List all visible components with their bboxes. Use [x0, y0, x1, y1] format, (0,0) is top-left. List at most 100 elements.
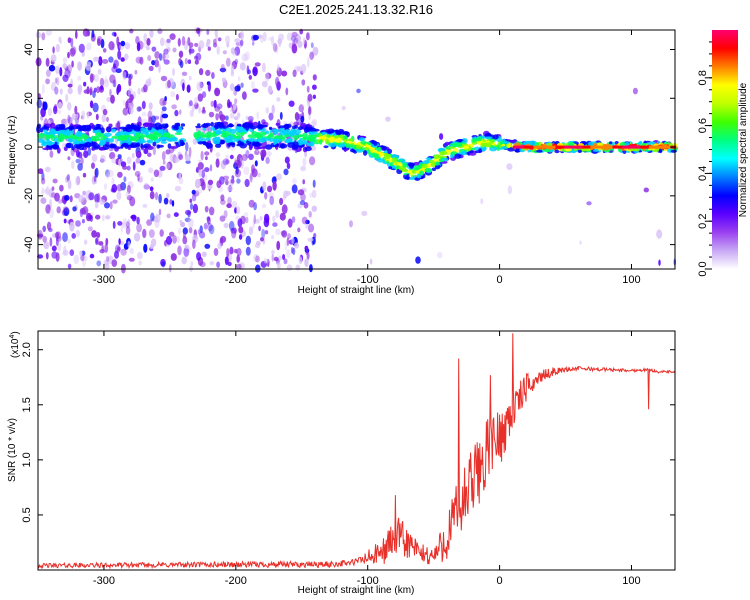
spectrogram-ridge-cell	[457, 142, 462, 146]
spectrogram-ridge-cell	[39, 127, 44, 133]
spectrogram-ridge-cell	[147, 130, 154, 133]
spectrogram-noise-cell	[67, 101, 72, 111]
spectrogram-noise-cell	[176, 235, 181, 243]
spectrogram-noise-cell	[284, 156, 290, 164]
spectrogram-ridge-cell	[321, 131, 327, 135]
colorbar-gradient	[712, 30, 738, 269]
spectrogram-noise-cell	[201, 91, 207, 98]
spectrogram-ridge-cell	[442, 157, 449, 162]
spectrogram-noise-cell	[195, 166, 199, 173]
spectrogram-noise-cell	[254, 62, 261, 67]
spectrogram-noise-cell	[227, 261, 232, 267]
spectrogram-ridge-cell	[90, 135, 96, 141]
spectrogram-noise-cell	[189, 100, 193, 107]
spectrogram-ridge-cell	[224, 127, 232, 132]
spectrogram-noise-cell	[120, 248, 127, 256]
spectrogram-ridge-cell	[554, 149, 560, 154]
spectrogram-noise-cell	[185, 209, 192, 216]
spectrogram-noise-cell	[277, 64, 280, 72]
spectrogram-noise-cell	[71, 112, 77, 121]
spectrogram-noise-cell	[643, 187, 649, 193]
spectrogram-noise-cell	[251, 164, 255, 174]
spectrogram-peak-cell	[614, 145, 617, 149]
spectrogram-noise-cell	[81, 110, 86, 120]
spectrogram-peak-cell	[667, 145, 670, 149]
spectrogram-noise-cell	[199, 261, 206, 268]
spectrogram-noise-cell	[125, 226, 131, 235]
spectrogram-ridge-cell	[201, 131, 204, 138]
spectrogram-ridge-cell	[358, 137, 366, 141]
spectrogram-noise-cell	[174, 157, 179, 164]
spectrogram-noise-cell	[104, 76, 108, 84]
spectrogram-noise-cell	[136, 216, 140, 225]
spectrogram-ridge-cell	[146, 139, 151, 143]
spectrogram-noise-cell	[153, 169, 160, 178]
spectrogram-noise-cell	[116, 246, 121, 252]
spectrogram-noise-cell	[291, 184, 298, 194]
spectrogram-ridge-cell	[303, 127, 309, 134]
spectrogram-noise-cell	[282, 254, 286, 260]
spectrogram-ridge-cell	[162, 136, 169, 141]
spectrogram-noise-cell	[112, 199, 118, 204]
spectrogram-noise-cell	[234, 98, 238, 104]
spectrogram-noise-cell	[221, 77, 227, 83]
spectrogram-noise-cell	[171, 104, 177, 110]
spectrogram-noise-cell	[231, 200, 238, 209]
spectrogram-peak-cell	[544, 145, 547, 149]
spectrogram-noise-cell	[77, 162, 83, 171]
spectrogram-noise-cell	[272, 180, 277, 191]
spectrogram-ridge-cell	[251, 131, 258, 136]
spectrogram-peak-cell	[636, 145, 639, 149]
spectrogram-noise-cell	[252, 88, 259, 93]
spectrogram-peak-cell	[644, 145, 647, 149]
spectrogram-noise-cell	[236, 254, 240, 263]
spectrogram-noise-cell	[283, 258, 288, 265]
spectrogram-noise-cell	[240, 82, 244, 88]
spectrogram-ridge-cell	[304, 146, 312, 152]
spectrogram-ridge-cell	[202, 127, 207, 131]
spectrogram-noise-cell	[245, 246, 251, 256]
spectrogram-noise-cell	[124, 53, 129, 61]
spectrogram-noise-cell	[59, 184, 64, 192]
spectrogram-noise-cell	[177, 245, 182, 256]
spectrogram-noise-cell	[96, 192, 101, 203]
spectrogram-noise-cell	[266, 150, 272, 157]
spectrogram-noise-cell	[241, 53, 248, 62]
spectrogram-noise-cell	[86, 61, 92, 66]
spectrogram-noise-cell	[579, 240, 582, 245]
spectrogram-ridge-cell	[505, 141, 510, 144]
spectrogram-ridge-cell	[194, 133, 200, 140]
spectrogram-noise-cell	[279, 212, 286, 221]
spectrogram-noise-cell	[149, 29, 154, 38]
spectrogram-y-axis-label: Frequency (Hz)	[7, 116, 18, 185]
spectrogram-noise-cell	[157, 28, 163, 35]
spectrogram-ridge-cell	[36, 123, 42, 129]
spectrogram-ridge-cell	[295, 133, 299, 136]
spectrogram-noise-cell	[292, 247, 296, 256]
spectrogram-noise-cell	[91, 154, 98, 163]
spectrogram-noise-cell	[302, 179, 306, 185]
spectrogram-ridge-cell	[285, 131, 292, 136]
spectrogram-peak-cell	[542, 145, 545, 149]
spectrogram-noise-cell	[59, 40, 63, 45]
spectrogram-noise-cell	[172, 68, 175, 76]
spectrogram-noise-cell	[89, 253, 95, 259]
spectrogram-noise-cell	[204, 167, 210, 173]
spectrogram-noise-cell	[220, 194, 225, 202]
spectrogram-noise-cell	[217, 242, 222, 250]
spectrogram-noise-cell	[271, 253, 274, 262]
spectrogram-noise-cell	[118, 158, 121, 167]
spectrogram-noise-cell	[253, 214, 256, 225]
spectrogram-noise-cell	[265, 72, 270, 82]
spectrogram-noise-cell	[307, 237, 314, 242]
spectrogram-noise-cell	[58, 36, 62, 43]
spectrogram-noise-cell	[111, 157, 117, 164]
spectrogram-noise-cell	[70, 46, 77, 56]
spectrogram-peak-cell	[576, 145, 579, 149]
spectrogram-ridge-cell	[99, 140, 106, 145]
spectrogram-noise-cell	[184, 217, 191, 223]
spectrogram-noise-cell	[293, 121, 300, 126]
spectrogram-noise-cell	[66, 174, 71, 182]
spectrogram-noise-cell	[272, 215, 276, 223]
spectrogram-noise-cell	[632, 87, 638, 95]
